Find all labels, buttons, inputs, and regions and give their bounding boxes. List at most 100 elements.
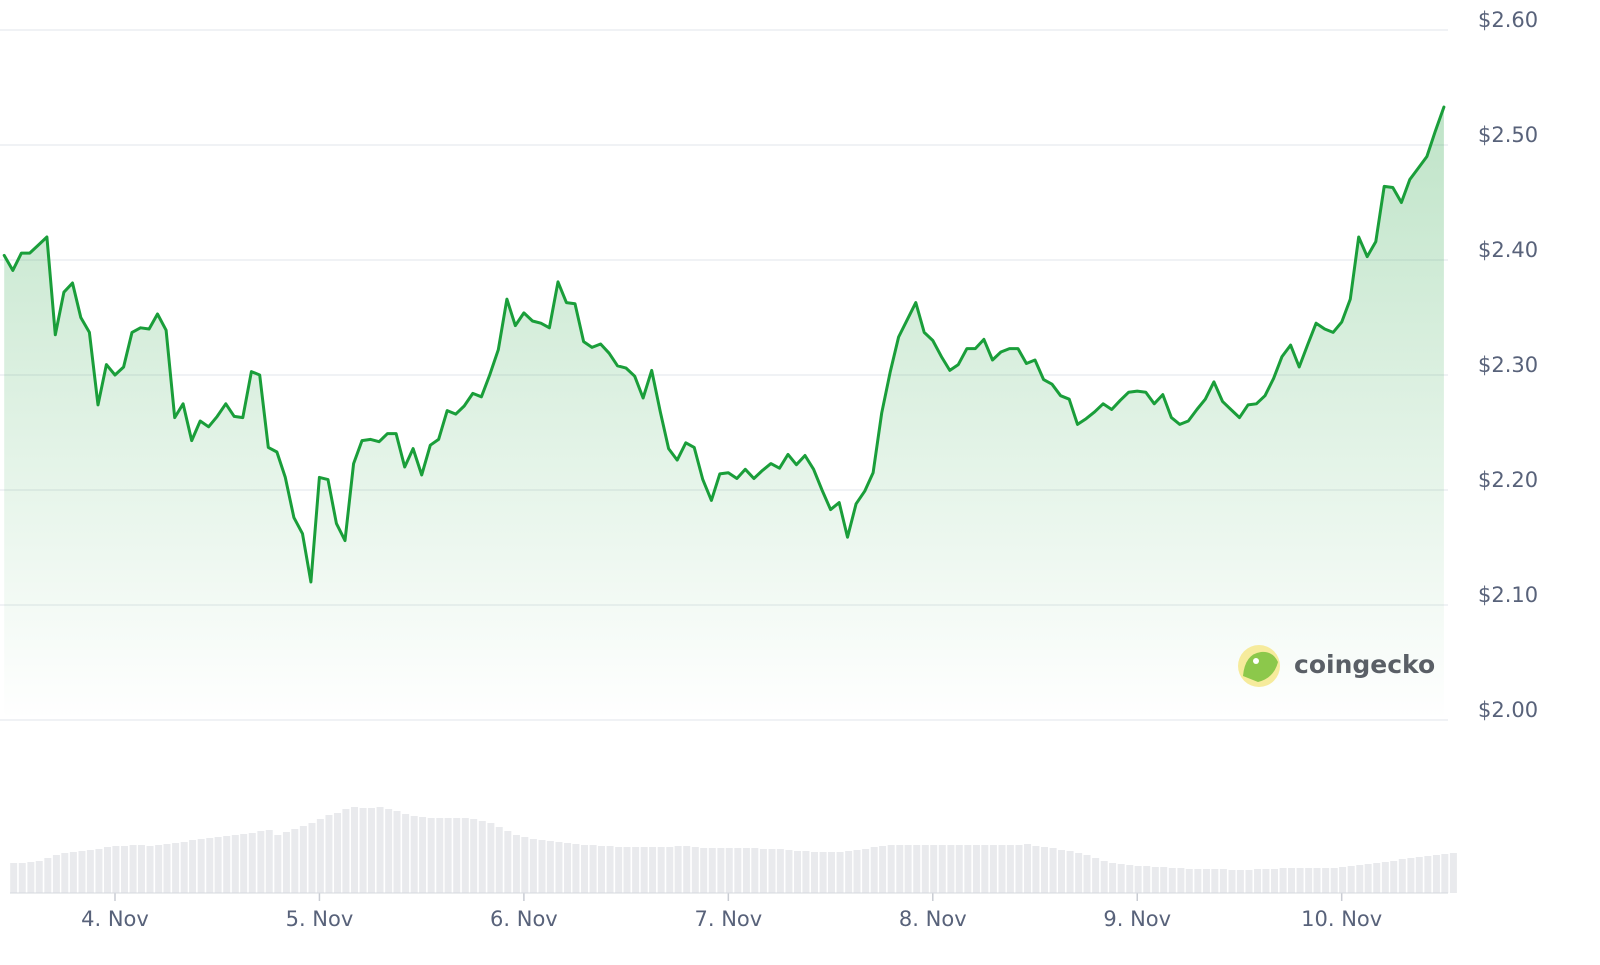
volume-bar <box>367 808 375 893</box>
volume-bar <box>862 849 870 893</box>
volume-bar <box>274 835 282 893</box>
volume-bar <box>1049 848 1057 893</box>
volume-bar <box>811 852 819 893</box>
volume-bar <box>964 845 972 893</box>
volume-bar <box>461 818 469 893</box>
volume-bar <box>597 846 605 893</box>
volume-bar <box>342 809 350 893</box>
volume-bar <box>402 814 410 893</box>
y-tick-label: $2.20 <box>1478 468 1538 492</box>
volume-bar <box>1194 869 1202 893</box>
volume-bar <box>453 818 461 893</box>
volume-bar <box>69 852 77 893</box>
axes: $2.00 $2.10 $2.20 $2.30 $2.40 $2.50 $2.60 4. No… <box>10 8 1538 931</box>
y-tick-label: $2.00 <box>1478 698 1538 722</box>
volume-bar <box>615 847 623 893</box>
volume-bar <box>640 847 648 893</box>
y-tick-label: $2.50 <box>1478 123 1538 147</box>
y-tick-label: $2.10 <box>1478 583 1538 607</box>
volume-bar <box>1245 870 1253 893</box>
volume-bar <box>1296 868 1304 893</box>
volume-bar <box>1202 869 1210 893</box>
volume-bar <box>887 845 895 893</box>
volume-bar <box>10 863 18 893</box>
volume-bar <box>1185 869 1193 893</box>
volume-bar <box>265 830 273 893</box>
volume-bar <box>104 847 112 893</box>
volume-bar <box>759 849 767 893</box>
volume-bar <box>649 847 657 893</box>
volume-bar <box>623 847 631 893</box>
volume-bar <box>1441 854 1449 893</box>
volume-bar <box>376 807 384 893</box>
volume-bar <box>350 807 358 893</box>
volume-bar <box>189 840 197 893</box>
volume-bar <box>998 845 1006 893</box>
x-tick-label: 8. Nov <box>899 907 967 931</box>
volume-bar <box>1390 861 1398 893</box>
volume-bar <box>495 827 503 893</box>
volume-bar <box>487 823 495 893</box>
volume-bar <box>95 849 103 893</box>
volume-bar <box>257 831 265 893</box>
volume-bar <box>1092 858 1100 893</box>
volume-bar <box>1381 862 1389 893</box>
volume-bar <box>708 848 716 893</box>
volume-bar <box>444 818 452 893</box>
volume-bar <box>393 811 401 893</box>
x-tick-label: 10. Nov <box>1301 907 1382 931</box>
volume-bar <box>555 842 563 893</box>
volume-bar <box>853 850 861 893</box>
volume-bar <box>78 851 86 893</box>
volume-bar <box>1398 859 1406 893</box>
volume-bar <box>742 848 750 893</box>
volume-bar <box>172 843 180 893</box>
volume-bar <box>734 848 742 893</box>
volume-bar <box>529 839 537 893</box>
x-tick-label: 9. Nov <box>1103 907 1171 931</box>
volume-bar <box>546 841 554 893</box>
volume-bar <box>666 847 674 893</box>
volume-bar <box>299 826 307 893</box>
volume-bar <box>240 834 248 893</box>
volume-bar <box>180 842 188 893</box>
volume-bar <box>1134 866 1142 893</box>
volume-bar <box>938 845 946 893</box>
volume-bar <box>385 809 393 893</box>
volume-bar <box>657 847 665 893</box>
volume-bar <box>1373 863 1381 893</box>
volume-bar <box>137 845 145 893</box>
volume-bar <box>436 818 444 893</box>
volume-bar <box>504 831 512 893</box>
volume-bar <box>538 840 546 893</box>
volume-bar <box>1041 847 1049 893</box>
volume-bar <box>334 813 342 893</box>
volume-bar <box>930 845 938 893</box>
volume-bar <box>521 837 529 893</box>
volume-bar <box>581 845 589 893</box>
volume-bar <box>1415 857 1423 893</box>
volume-bar <box>52 855 60 893</box>
volume-bar <box>955 845 963 893</box>
volume-bar <box>683 846 691 893</box>
volume-bar <box>427 818 435 893</box>
volume-bar <box>129 845 137 893</box>
x-tick-label: 6. Nov <box>490 907 558 931</box>
volume-bar <box>572 844 580 893</box>
logo-shape <box>1243 651 1278 682</box>
volume-bar <box>1305 868 1313 893</box>
volume-bar <box>836 852 844 893</box>
volume-bar <box>606 846 614 893</box>
volume-bar <box>1057 850 1065 893</box>
volume-bar <box>1100 861 1108 893</box>
volume-bar <box>1339 867 1347 893</box>
volume-bar <box>214 837 222 893</box>
volume-bar <box>972 845 980 893</box>
volume-bar <box>478 821 486 893</box>
volume-bar <box>1254 869 1262 893</box>
volume-bar <box>419 817 427 893</box>
volume-bar <box>845 851 853 893</box>
volume-bar <box>827 852 835 893</box>
volume-bar <box>794 851 802 893</box>
